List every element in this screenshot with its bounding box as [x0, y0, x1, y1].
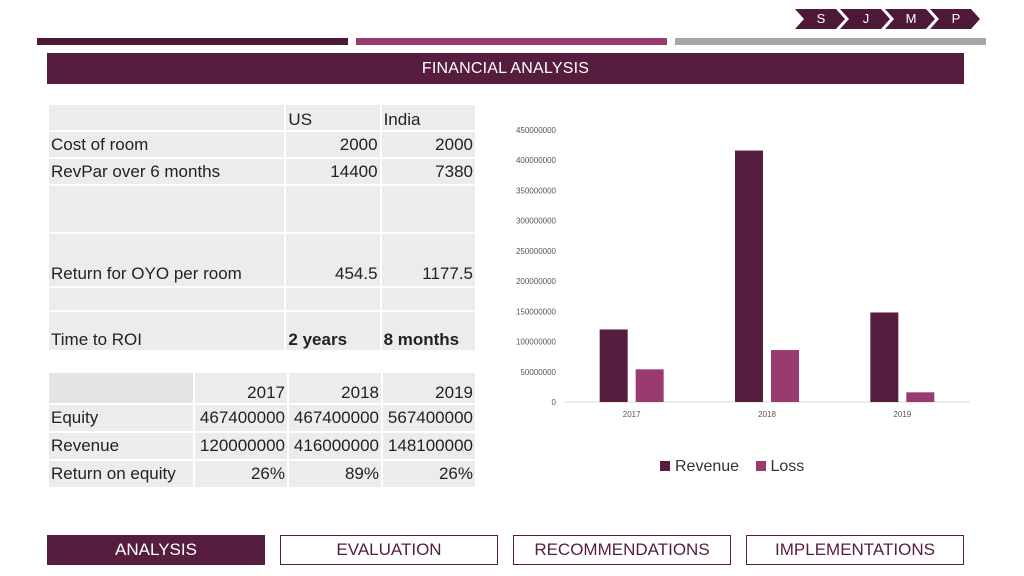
- table-cell: 26%: [193, 459, 289, 489]
- y-tick-label: 250000000: [516, 247, 557, 256]
- table-row: Cost of room 2000 2000: [46, 130, 478, 159]
- step-m[interactable]: M: [885, 9, 935, 29]
- x-tick-label: 2017: [623, 410, 641, 419]
- table-cell: 416000000: [287, 431, 383, 461]
- y-tick-label: 450000000: [516, 126, 557, 135]
- table-cell: [379, 286, 478, 312]
- legend-item-loss: Loss: [755, 458, 805, 475]
- y-tick-label: 350000000: [516, 186, 557, 195]
- nav-implementations-button[interactable]: IMPLEMENTATIONS: [746, 535, 964, 565]
- table-row: Return on equity 26% 89% 26%: [47, 459, 477, 489]
- table-row: [46, 184, 478, 234]
- roi-table: US India Cost of room 2000 2000 RevPar o…: [46, 103, 478, 352]
- table-cell: 467400000: [287, 403, 383, 433]
- table-header-cell: 2018: [287, 371, 383, 405]
- table-cell: Return for OYO per room: [46, 232, 287, 288]
- table-cell: RevPar over 6 months: [46, 157, 287, 186]
- table-row: Revenue 120000000 416000000 148100000: [47, 431, 477, 461]
- table-cell: 26%: [381, 459, 477, 489]
- bar-loss-2019: [906, 392, 935, 402]
- table-cell: 2000: [284, 130, 382, 159]
- accent-bar-primary: [37, 38, 348, 45]
- table-cell: Return on equity: [47, 459, 195, 489]
- bar-revenue-2018: [735, 150, 763, 402]
- legend-swatch-revenue: [660, 461, 670, 471]
- table-cell: 89%: [287, 459, 383, 489]
- table-header-cell: [46, 103, 287, 132]
- revenue-loss-chart: 0 50000000 100000000 150000000 200000000 2500…: [516, 126, 970, 419]
- table-cell: 8 months: [379, 310, 478, 352]
- legend-item-revenue: Revenue: [660, 458, 739, 475]
- y-tick-label: 200000000: [516, 277, 557, 286]
- table-cell: [379, 184, 478, 234]
- table-cell: 14400: [284, 157, 382, 186]
- table-row: RevPar over 6 months 14400 7380: [46, 157, 478, 186]
- step-p[interactable]: P: [930, 9, 980, 29]
- bar-loss-2018: [771, 350, 799, 402]
- y-tick-label: 400000000: [516, 156, 557, 165]
- table-header-cell: [47, 371, 195, 405]
- table-header-row: 2017 2018 2019: [47, 371, 477, 405]
- bar-revenue-2019: [870, 312, 899, 402]
- table-cell: [46, 286, 287, 312]
- chart-legend: Revenue Loss: [660, 458, 816, 476]
- x-tick-label: 2019: [893, 410, 911, 419]
- legend-label-revenue: Revenue: [675, 458, 740, 475]
- table-header-cell: India: [379, 103, 478, 132]
- step-j[interactable]: J: [840, 9, 890, 29]
- table-cell: [284, 184, 382, 234]
- y-tick-label: 300000000: [516, 217, 557, 226]
- table-cell: Equity: [47, 403, 195, 433]
- accent-bar-gray: [675, 38, 986, 45]
- table-cell: Time to ROI: [46, 310, 287, 352]
- table-row: Return for OYO per room 454.5 1177.5: [46, 232, 478, 288]
- step-j-label: J: [862, 11, 870, 26]
- table-cell: 7380: [379, 157, 478, 186]
- y-tick-label: 100000000: [516, 338, 557, 347]
- table-header-cell: US: [284, 103, 382, 132]
- table-cell: 148100000: [381, 431, 477, 461]
- table-cell: 567400000: [381, 403, 477, 433]
- step-s[interactable]: S: [795, 9, 845, 29]
- table-cell: 120000000: [193, 431, 289, 461]
- x-tick-label: 2018: [758, 410, 776, 419]
- table-cell: Revenue: [47, 431, 195, 461]
- table-cell: 467400000: [193, 403, 289, 433]
- nav-analysis-button[interactable]: ANALYSIS: [47, 535, 265, 565]
- table-header-row: US India: [46, 103, 478, 132]
- step-p-label: P: [951, 11, 961, 26]
- y-tick-label: 50000000: [520, 368, 556, 377]
- table-header-cell: 2019: [381, 371, 477, 405]
- table-cell: Cost of room: [46, 130, 287, 159]
- table-row: Equity 467400000 467400000 567400000: [47, 403, 477, 433]
- table-cell: 2 years: [284, 310, 382, 352]
- legend-label-loss: Loss: [770, 458, 805, 475]
- accent-bar-secondary: [356, 38, 667, 45]
- nav-recommendations-button[interactable]: RECOMMENDATIONS: [513, 535, 731, 565]
- table-cell: 454.5: [284, 232, 382, 288]
- legend-swatch-loss: [755, 461, 766, 471]
- bar-revenue-2017: [599, 329, 628, 402]
- step-m-label: M: [905, 11, 917, 26]
- y-tick-label: 150000000: [516, 307, 557, 316]
- table-header-cell: 2017: [193, 371, 289, 405]
- table-row: [46, 286, 478, 312]
- equity-table: 2017 2018 2019 Equity 467400000 46740000…: [47, 371, 477, 489]
- step-s-label: S: [816, 11, 826, 26]
- bar-loss-2017: [635, 369, 664, 402]
- page-title: FINANCIAL ANALYSIS: [47, 53, 964, 84]
- table-cell: 2000: [379, 130, 478, 159]
- nav-evaluation-button[interactable]: EVALUATION: [280, 535, 498, 565]
- table-cell: [46, 184, 287, 234]
- y-tick-label: 0: [552, 398, 557, 407]
- table-cell: [284, 286, 382, 312]
- table-cell: 1177.5: [379, 232, 478, 288]
- table-row: Time to ROI 2 years 8 months: [46, 310, 478, 352]
